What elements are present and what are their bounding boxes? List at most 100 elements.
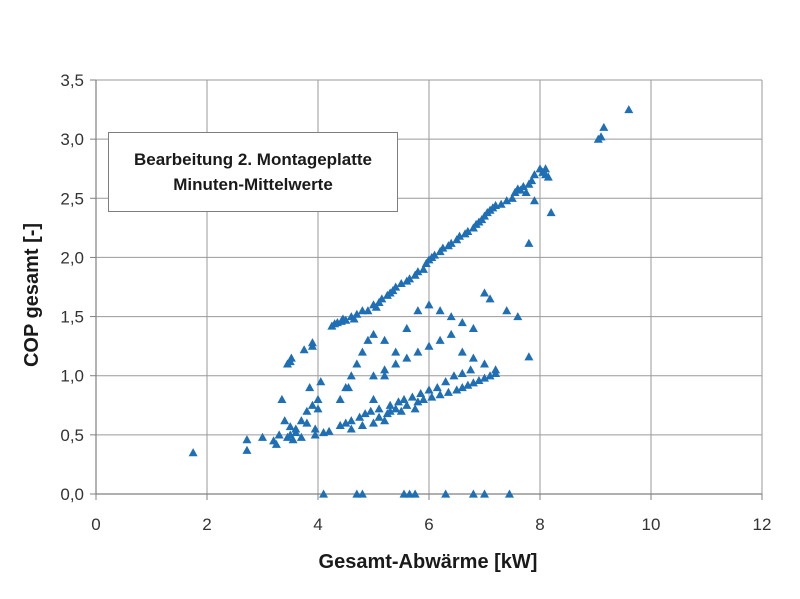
data-point bbox=[285, 422, 295, 431]
data-point bbox=[393, 397, 403, 406]
data-point bbox=[491, 365, 501, 374]
data-point bbox=[546, 207, 556, 217]
data-point bbox=[424, 300, 434, 309]
x-tick-label: 0 bbox=[91, 515, 100, 534]
data-point bbox=[524, 352, 534, 361]
data-point bbox=[377, 294, 387, 303]
data-point bbox=[346, 424, 356, 433]
data-point bbox=[430, 250, 440, 259]
data-point bbox=[449, 371, 459, 380]
data-point bbox=[391, 347, 401, 356]
data-point bbox=[443, 387, 453, 396]
data-point bbox=[360, 409, 370, 418]
data-point bbox=[371, 302, 381, 311]
data-point bbox=[402, 400, 412, 409]
data-point bbox=[480, 359, 489, 368]
y-tick-label: 3,5 bbox=[60, 71, 84, 90]
data-point bbox=[435, 335, 445, 344]
data-point bbox=[413, 267, 423, 276]
data-point bbox=[413, 397, 423, 406]
data-point bbox=[402, 323, 412, 332]
data-point bbox=[427, 392, 437, 401]
data-point bbox=[524, 238, 534, 247]
data-point bbox=[280, 416, 290, 425]
data-point bbox=[424, 341, 434, 350]
data-point bbox=[258, 432, 267, 441]
data-point bbox=[391, 404, 401, 413]
data-point bbox=[242, 445, 252, 454]
data-point bbox=[418, 264, 428, 273]
data-point bbox=[357, 347, 367, 356]
data-point bbox=[624, 105, 634, 114]
data-point bbox=[463, 226, 473, 236]
y-tick-label: 1,5 bbox=[60, 308, 84, 327]
data-points bbox=[188, 105, 634, 498]
y-tick-label: 0,5 bbox=[60, 426, 84, 445]
data-point bbox=[341, 383, 351, 392]
data-point bbox=[457, 368, 467, 377]
data-point bbox=[432, 383, 442, 392]
data-point bbox=[446, 238, 456, 247]
data-point bbox=[474, 375, 484, 385]
data-point bbox=[485, 371, 495, 380]
data-point bbox=[529, 196, 539, 205]
data-point bbox=[424, 385, 434, 394]
data-point bbox=[346, 416, 356, 425]
data-point bbox=[468, 489, 478, 498]
data-point bbox=[502, 196, 512, 205]
data-point bbox=[496, 199, 506, 208]
data-point bbox=[441, 377, 451, 386]
data-point bbox=[286, 353, 296, 362]
data-point bbox=[307, 400, 317, 409]
data-point bbox=[480, 288, 489, 297]
annotation-line-2: Minuten-Mittelwerte bbox=[173, 175, 333, 194]
y-axis-label: COP gesamt [-] bbox=[21, 223, 43, 367]
data-point bbox=[413, 347, 423, 356]
data-point bbox=[480, 373, 489, 382]
data-point bbox=[441, 489, 451, 498]
y-tick-label: 1,0 bbox=[60, 367, 84, 386]
data-point bbox=[366, 406, 376, 415]
data-point bbox=[291, 424, 301, 433]
data-point bbox=[374, 404, 384, 413]
x-tick-label: 10 bbox=[642, 515, 661, 534]
data-point bbox=[310, 424, 320, 433]
data-point bbox=[391, 282, 401, 291]
data-point bbox=[346, 371, 356, 380]
data-point bbox=[296, 416, 306, 425]
data-point bbox=[399, 394, 409, 403]
data-point bbox=[302, 406, 312, 415]
data-point bbox=[405, 274, 415, 283]
axes bbox=[90, 79, 763, 500]
data-point bbox=[502, 306, 512, 315]
data-point bbox=[541, 164, 551, 173]
data-point bbox=[355, 412, 365, 421]
data-point bbox=[369, 371, 378, 380]
data-point bbox=[457, 317, 467, 327]
data-point bbox=[302, 418, 312, 427]
data-point bbox=[435, 306, 445, 315]
data-point bbox=[457, 383, 467, 392]
data-point bbox=[380, 335, 390, 344]
data-point bbox=[480, 489, 489, 498]
data-point bbox=[324, 426, 334, 435]
data-point bbox=[271, 439, 281, 448]
data-point bbox=[363, 306, 373, 315]
x-tick-label: 4 bbox=[313, 515, 322, 534]
data-point bbox=[369, 329, 378, 338]
data-point bbox=[391, 359, 401, 368]
data-point bbox=[277, 394, 287, 403]
data-point bbox=[380, 371, 390, 380]
data-point bbox=[410, 404, 420, 413]
data-point bbox=[296, 432, 306, 441]
y-tick-labels: 0,0 0,5 1,0 1,5 2,0 2,5 3,0 3,5 bbox=[60, 71, 84, 504]
data-point bbox=[521, 187, 531, 196]
data-point bbox=[369, 418, 378, 427]
data-point bbox=[385, 400, 395, 409]
data-point bbox=[242, 435, 252, 444]
data-point bbox=[435, 390, 445, 399]
data-point bbox=[380, 416, 390, 425]
data-point bbox=[468, 353, 478, 362]
data-point bbox=[468, 323, 478, 332]
